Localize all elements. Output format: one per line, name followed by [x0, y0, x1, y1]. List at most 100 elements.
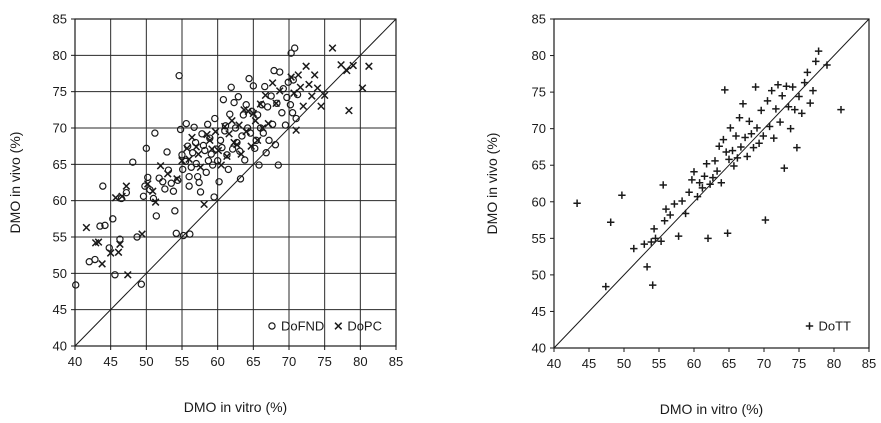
data-point-dott	[723, 229, 732, 237]
data-point-dott	[780, 164, 788, 172]
y-tick-label: 50	[53, 266, 67, 281]
data-point-dopc	[287, 73, 295, 81]
data-point-dopc	[233, 140, 241, 149]
data-point-dott	[704, 234, 712, 243]
y-tick-label: 65	[53, 157, 67, 172]
data-point-dopc	[345, 106, 353, 115]
data-point-dofnd	[72, 281, 80, 289]
plot-frame	[553, 18, 870, 349]
y-tick-label: 75	[532, 85, 546, 100]
data-point-dofnd	[202, 168, 210, 177]
y-tick-label: 65	[532, 158, 546, 173]
data-point-dofnd	[274, 161, 282, 169]
x-tick-label: 70	[282, 354, 296, 369]
legend-label-dofnd: DoFND	[281, 319, 324, 334]
data-point-dofnd	[122, 188, 131, 197]
data-point-dopc	[82, 223, 91, 232]
data-point-dott	[706, 180, 714, 188]
data-point-dofnd	[221, 127, 229, 135]
series-dofnd	[72, 44, 302, 289]
data-point-dopc	[247, 142, 256, 150]
data-point-dopc	[138, 230, 146, 238]
data-point-dott	[713, 167, 721, 175]
chart-left-dofnd-dopc: 40 45 50 55 60 65 70 75 80 85 40 45 50 55 60 65 70 75 80 85…	[7, 12, 403, 416]
data-point-dopc	[217, 161, 226, 169]
data-point-dott	[759, 132, 767, 140]
x-tick-label: 40	[547, 356, 561, 371]
data-point-dott	[717, 179, 725, 187]
data-point-dofnd	[193, 172, 202, 181]
data-point-dofnd	[245, 74, 253, 83]
data-point-dofnd	[288, 109, 297, 117]
data-point-dott	[722, 148, 730, 156]
data-point-dopc	[214, 146, 223, 155]
y-tick-label: 40	[53, 339, 67, 354]
data-point-dopc	[313, 84, 322, 92]
data-point-dofnd	[208, 161, 217, 169]
data-point-dott	[782, 82, 791, 90]
data-point-dopc	[118, 192, 126, 201]
data-point-dopc	[253, 136, 262, 145]
data-point-dofnd	[203, 120, 212, 129]
data-point-dofnd	[224, 165, 233, 174]
legend-marker-dott	[805, 322, 814, 330]
data-point-dott	[800, 78, 809, 87]
data-point-dopc	[302, 62, 310, 71]
data-point-dopc	[183, 144, 191, 153]
y-tick-label: 85	[53, 12, 67, 27]
data-point-dott	[809, 86, 817, 95]
data-point-dopc	[223, 152, 231, 161]
data-point-dofnd	[151, 129, 159, 137]
x-tick-label: 45	[103, 354, 117, 369]
data-point-dopc	[320, 91, 329, 100]
x-tick-label: 85	[862, 356, 876, 371]
data-point-dopc	[240, 106, 248, 114]
data-point-dott	[743, 152, 751, 161]
y-tick-label: 85	[532, 12, 546, 27]
data-point-dopc	[173, 175, 181, 183]
data-point-dopc	[156, 161, 165, 170]
data-point-dopc	[337, 60, 345, 69]
y-tick-label: 45	[532, 304, 546, 319]
data-point-dott	[651, 234, 660, 243]
data-point-dofnd	[144, 173, 152, 182]
legend-marker-dofnd	[268, 322, 276, 330]
data-point-dott	[643, 263, 651, 271]
data-point-dofnd	[199, 141, 208, 150]
x-tick-label: 60	[210, 354, 224, 369]
data-point-dofnd	[255, 161, 263, 169]
y-axis-label: DMO in vivo (%)	[484, 133, 500, 235]
data-point-dofnd	[91, 255, 99, 264]
data-point-dott	[630, 244, 638, 253]
data-point-dofnd	[289, 76, 297, 84]
data-point-dofnd	[236, 175, 245, 183]
x-tick-label: 40	[68, 354, 82, 369]
data-point-dopc	[143, 180, 152, 188]
data-point-dott	[698, 184, 707, 192]
data-point-dott	[774, 81, 782, 89]
data-point-dopc	[294, 71, 303, 79]
data-point-dofnd	[182, 119, 190, 128]
data-point-dofnd	[190, 123, 198, 131]
data-point-dopc	[365, 62, 373, 71]
data-point-dofnd	[172, 229, 180, 238]
data-point-dopc	[342, 66, 351, 75]
data-point-dopc	[310, 71, 319, 79]
data-point-dopc	[275, 87, 284, 95]
data-point-dott	[812, 57, 820, 66]
data-point-dofnd	[179, 165, 187, 174]
data-point-dott	[573, 199, 581, 207]
data-point-dopc	[225, 129, 233, 138]
data-point-dofnd	[149, 194, 158, 203]
x-tick-label: 80	[827, 356, 841, 371]
data-point-dofnd	[171, 207, 179, 215]
data-point-dopc	[317, 102, 325, 111]
data-point-dopc	[163, 169, 172, 178]
x-tick-label: 80	[353, 354, 367, 369]
data-point-dofnd	[227, 83, 235, 92]
legend-label-dopc: DoPC	[347, 319, 382, 334]
series-dopc	[82, 44, 373, 279]
data-point-dofnd	[187, 163, 195, 171]
data-point-dott	[732, 132, 740, 140]
